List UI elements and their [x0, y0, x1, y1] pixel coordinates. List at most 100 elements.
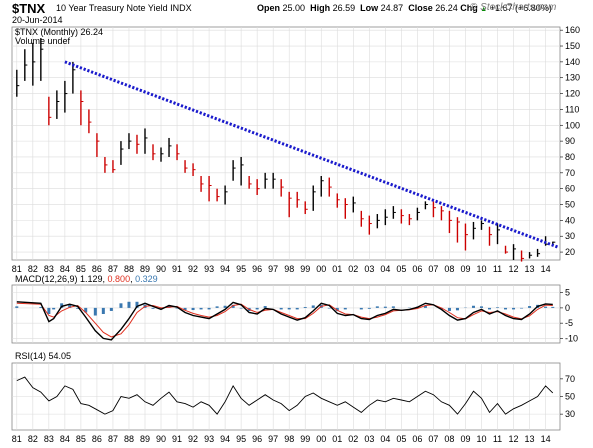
price-xtick-label: 02 [348, 264, 358, 274]
price-ytick-label: 40 [565, 215, 575, 225]
price-xtick-label: 92 [188, 264, 198, 274]
high-value: 26.59 [332, 3, 356, 13]
macd-histogram-bar [528, 306, 532, 308]
macd-histogram-bar [119, 303, 123, 308]
macd-histogram-bar [504, 307, 508, 310]
rsi-xtick-label: 12 [509, 434, 519, 444]
price-ytick-label: 70 [565, 168, 575, 178]
price-xtick-label: 14 [541, 264, 551, 274]
macd-histogram-bar [207, 307, 211, 310]
rsi-xtick-label: 97 [268, 434, 278, 444]
macd-histogram-bar [487, 307, 491, 310]
price-xtick-label: 96 [252, 264, 262, 274]
price-ytick-label: 20 [565, 247, 575, 257]
macd-histogram-bar [295, 307, 299, 310]
rsi-legend: RSI(14) 54.05 [15, 351, 71, 361]
open-label: Open [257, 3, 281, 13]
macd-histogram-bar [231, 304, 235, 308]
macd-histogram-bar [101, 307, 105, 314]
macd-histogram-bar [343, 307, 347, 310]
price-xtick-label: 82 [28, 264, 38, 274]
macd-histogram-bar [391, 306, 395, 308]
rsi-xtick-label: 06 [412, 434, 422, 444]
rsi-xtick-label: 04 [380, 434, 390, 444]
rsi-xtick-label: 82 [28, 434, 38, 444]
price-xtick-label: 06 [412, 264, 422, 274]
brand-logo: © StockCharts.com [470, 2, 557, 13]
price-xtick-label: 13 [525, 264, 535, 274]
macd-histogram-bar [287, 307, 291, 310]
rsi-xtick-label: 05 [396, 434, 406, 444]
macd-histogram-bar [60, 303, 64, 308]
rsi-xtick-label: 08 [444, 434, 454, 444]
price-xtick-label: 85 [76, 264, 86, 274]
low-value: 24.87 [380, 3, 404, 13]
rsi-xtick-label: 02 [348, 434, 358, 444]
macd-histogram-bar [383, 306, 387, 308]
macd-histogram-bar [520, 307, 524, 309]
chart-date: 20-Jun-2014 [12, 15, 63, 25]
rsi-xtick-label: 89 [140, 434, 150, 444]
rsi-xtick-label: 11 [493, 434, 502, 444]
price-xtick-label: 11 [493, 264, 502, 274]
price-xtick-label: 88 [124, 264, 134, 274]
price-xtick-label: 07 [428, 264, 438, 274]
price-xtick-label: 04 [380, 264, 390, 274]
macd-histogram-bar [311, 305, 315, 308]
price-xtick-label: 03 [364, 264, 374, 274]
rsi-xtick-label: 03 [364, 434, 374, 444]
rsi-xtick-label: 98 [284, 434, 294, 444]
price-xtick-label: 89 [140, 264, 150, 274]
macd-ytick-label: 0 [565, 303, 570, 313]
price-xtick-label: 90 [156, 264, 166, 274]
macd-histogram-bar [255, 307, 259, 310]
macd-histogram-bar [47, 307, 51, 314]
rsi-xtick-label: 84 [60, 434, 70, 444]
symbol: $TNX [12, 1, 46, 16]
macd-histogram-bar [127, 301, 131, 308]
close-value: 26.24 [435, 3, 458, 13]
price-ytick-label: 120 [565, 89, 580, 99]
macd-histogram-bar [151, 307, 155, 309]
price-ytick-label: 50 [565, 200, 575, 210]
rsi-xtick-label: 85 [76, 434, 86, 444]
rsi-xtick-label: 81 [12, 434, 22, 444]
price-xtick-label: 97 [268, 264, 278, 274]
price-xtick-label: 05 [396, 264, 406, 274]
price-legend-title: $TNX (Monthly) 26.24 [15, 27, 103, 37]
price-xtick-label: 12 [509, 264, 519, 274]
macd-ytick-label: -5 [565, 318, 573, 328]
macd-histogram-bar [335, 307, 339, 311]
price-ytick-label: 100 [565, 120, 580, 130]
rsi-xtick-label: 96 [252, 434, 262, 444]
price-xtick-label: 00 [316, 264, 326, 274]
high-label: High [310, 3, 331, 13]
price-xtick-label: 99 [300, 264, 310, 274]
macd-legend: MACD(12,26,9) 1.129, 0.800, 0.329 [15, 274, 158, 284]
macd-ytick-label: 5 [565, 288, 570, 298]
rsi-ytick-label: 30 [565, 409, 575, 419]
price-xtick-label: 83 [44, 264, 54, 274]
macd-histogram-bar [327, 307, 331, 309]
macd-histogram-bar [52, 307, 56, 310]
macd-histogram-bar [367, 307, 371, 309]
price-xtick-label: 84 [60, 264, 70, 274]
rsi-xtick-label: 99 [300, 434, 310, 444]
rsi-xtick-label: 09 [460, 434, 470, 444]
macd-histogram-bar [39, 306, 43, 308]
macd-histogram-bar [303, 306, 307, 308]
macd-histogram-bar [109, 307, 113, 311]
macd-histogram-bar [423, 305, 427, 308]
macd-histogram-bar [375, 306, 379, 308]
macd-histogram-bar [279, 307, 283, 310]
price-frame [11, 26, 561, 261]
price-xtick-label: 86 [92, 264, 102, 274]
price-ytick-label: 140 [565, 57, 580, 67]
macd-histogram-bar [263, 306, 267, 308]
price-xtick-label: 81 [12, 264, 22, 274]
macd-histogram-bar [76, 307, 80, 309]
symbol-description: 10 Year Treasury Note Yield INDX [56, 3, 192, 13]
close-label: Close [408, 3, 433, 13]
rsi-xtick-label: 95 [236, 434, 246, 444]
